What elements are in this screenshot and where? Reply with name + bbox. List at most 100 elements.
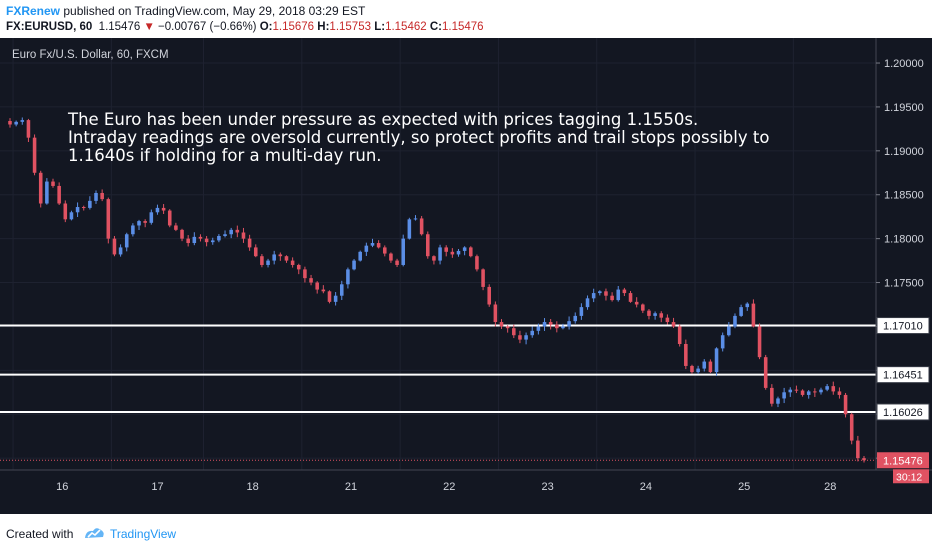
- horizontal-levels: [0, 324, 876, 461]
- y-tick-label: 1.17500: [884, 278, 924, 290]
- annotation-line-3: 1.1640s if holding for a multi-day run.: [68, 146, 382, 165]
- tradingview-logo-icon: [85, 528, 104, 538]
- candle-body: [628, 293, 633, 302]
- annotation-line-1: The Euro has been under pressure as expe…: [67, 110, 698, 129]
- candle-body: [124, 234, 129, 248]
- candle-body: [217, 236, 221, 241]
- candle-body: [462, 247, 467, 251]
- candle-body: [339, 284, 344, 296]
- candle-body: [585, 298, 590, 308]
- candle-body: [8, 120, 12, 125]
- candle-body: [149, 212, 154, 223]
- close-value: 1.15476: [441, 21, 484, 33]
- candle-body: [88, 200, 92, 208]
- candle-body: [235, 229, 240, 233]
- candle-body: [260, 256, 264, 265]
- candle-body: [94, 192, 98, 201]
- candle-body: [346, 269, 350, 285]
- price-badges: 1.17010 1.16451 1.16026 1.15476 30:12: [876, 317, 930, 484]
- candle-body: [634, 301, 639, 305]
- last-price-badge: [877, 452, 929, 469]
- candle-body: [247, 238, 252, 248]
- candle-body: [837, 391, 842, 395]
- candle-body: [69, 212, 74, 220]
- candle-body: [690, 365, 694, 373]
- x-tick-label: 23: [541, 481, 553, 493]
- candle-body: [321, 289, 326, 292]
- candle-body: [450, 251, 455, 255]
- candle-body: [106, 199, 111, 239]
- low-value: 1.15462: [385, 21, 427, 33]
- candle-body: [315, 282, 319, 290]
- candle-body: [229, 229, 233, 235]
- level-badge-label: 1.17010: [883, 321, 923, 333]
- candle-body: [63, 203, 68, 220]
- y-tick-label: 1.18500: [884, 190, 924, 202]
- candle-body: [849, 414, 854, 441]
- candle-body: [161, 207, 166, 211]
- candle-body: [665, 317, 670, 323]
- candle-body: [376, 243, 381, 248]
- candle-body: [598, 291, 602, 294]
- candle-body: [327, 291, 332, 302]
- candle-body: [210, 240, 215, 243]
- footer: Created with TradingView: [0, 514, 932, 550]
- candle-body: [727, 326, 731, 336]
- published-text: published on TradingView.com, May 29, 20…: [63, 4, 366, 18]
- candle-body: [862, 458, 866, 461]
- candle-body: [20, 120, 25, 122]
- candle-body: [75, 207, 80, 213]
- candle-body: [100, 192, 104, 200]
- level-badge: [876, 366, 930, 384]
- candle-body: [204, 238, 209, 243]
- candle-body: [290, 260, 295, 265]
- candle-body: [800, 390, 805, 395]
- created-with-label: Created with: [6, 527, 74, 541]
- price-chart[interactable]: 1.20000 1.19500 1.19000 1.18500 1.18000 1.175…: [0, 38, 932, 514]
- candle-body: [831, 386, 836, 392]
- candle-body: [610, 295, 614, 301]
- time-axis[interactable]: 16 17 18 21 22 23 24 25 28: [56, 481, 836, 493]
- candle-body: [776, 398, 780, 404]
- publisher-link[interactable]: FXRenew: [6, 4, 61, 18]
- candle-body: [561, 326, 565, 329]
- candle-body: [843, 394, 848, 415]
- candle-body: [333, 295, 338, 302]
- x-tick-label: 25: [738, 481, 750, 493]
- candle-body: [487, 286, 492, 305]
- candle-body: [782, 392, 786, 399]
- candle-body: [770, 387, 774, 404]
- countdown-badge: [893, 469, 929, 484]
- candle-body: [677, 326, 682, 344]
- candle-body: [401, 238, 405, 265]
- candle-body: [456, 250, 461, 255]
- candle-body: [198, 236, 203, 239]
- candle-body: [573, 315, 578, 322]
- candle-body: [481, 269, 485, 287]
- candle-body: [555, 324, 559, 329]
- candle-body: [444, 247, 448, 252]
- candles: [8, 117, 866, 463]
- candle-body: [426, 234, 430, 257]
- candle-body: [708, 361, 713, 373]
- candle-body: [757, 326, 762, 358]
- last-value: 1.15476: [98, 21, 141, 33]
- candle-body: [647, 310, 651, 316]
- candle-body: [591, 293, 596, 299]
- high-value: 1.15753: [329, 21, 371, 33]
- x-tick-label: 16: [56, 481, 68, 493]
- candle-body: [358, 251, 362, 261]
- candle-body: [81, 207, 86, 209]
- candle-body: [309, 278, 313, 283]
- candle-body: [505, 326, 510, 329]
- candle-body: [622, 289, 627, 294]
- candle-body: [806, 391, 811, 395]
- level-badge: [876, 317, 930, 335]
- candle-body: [684, 344, 688, 366]
- x-tick-label: 18: [247, 481, 259, 493]
- tradingview-link[interactable]: TradingView: [110, 527, 177, 541]
- change-value: −0.00767 (−0.66%): [158, 21, 257, 33]
- chart-grid: [0, 38, 876, 470]
- level-badge: [876, 403, 930, 421]
- y-tick-label: 1.19500: [884, 102, 924, 114]
